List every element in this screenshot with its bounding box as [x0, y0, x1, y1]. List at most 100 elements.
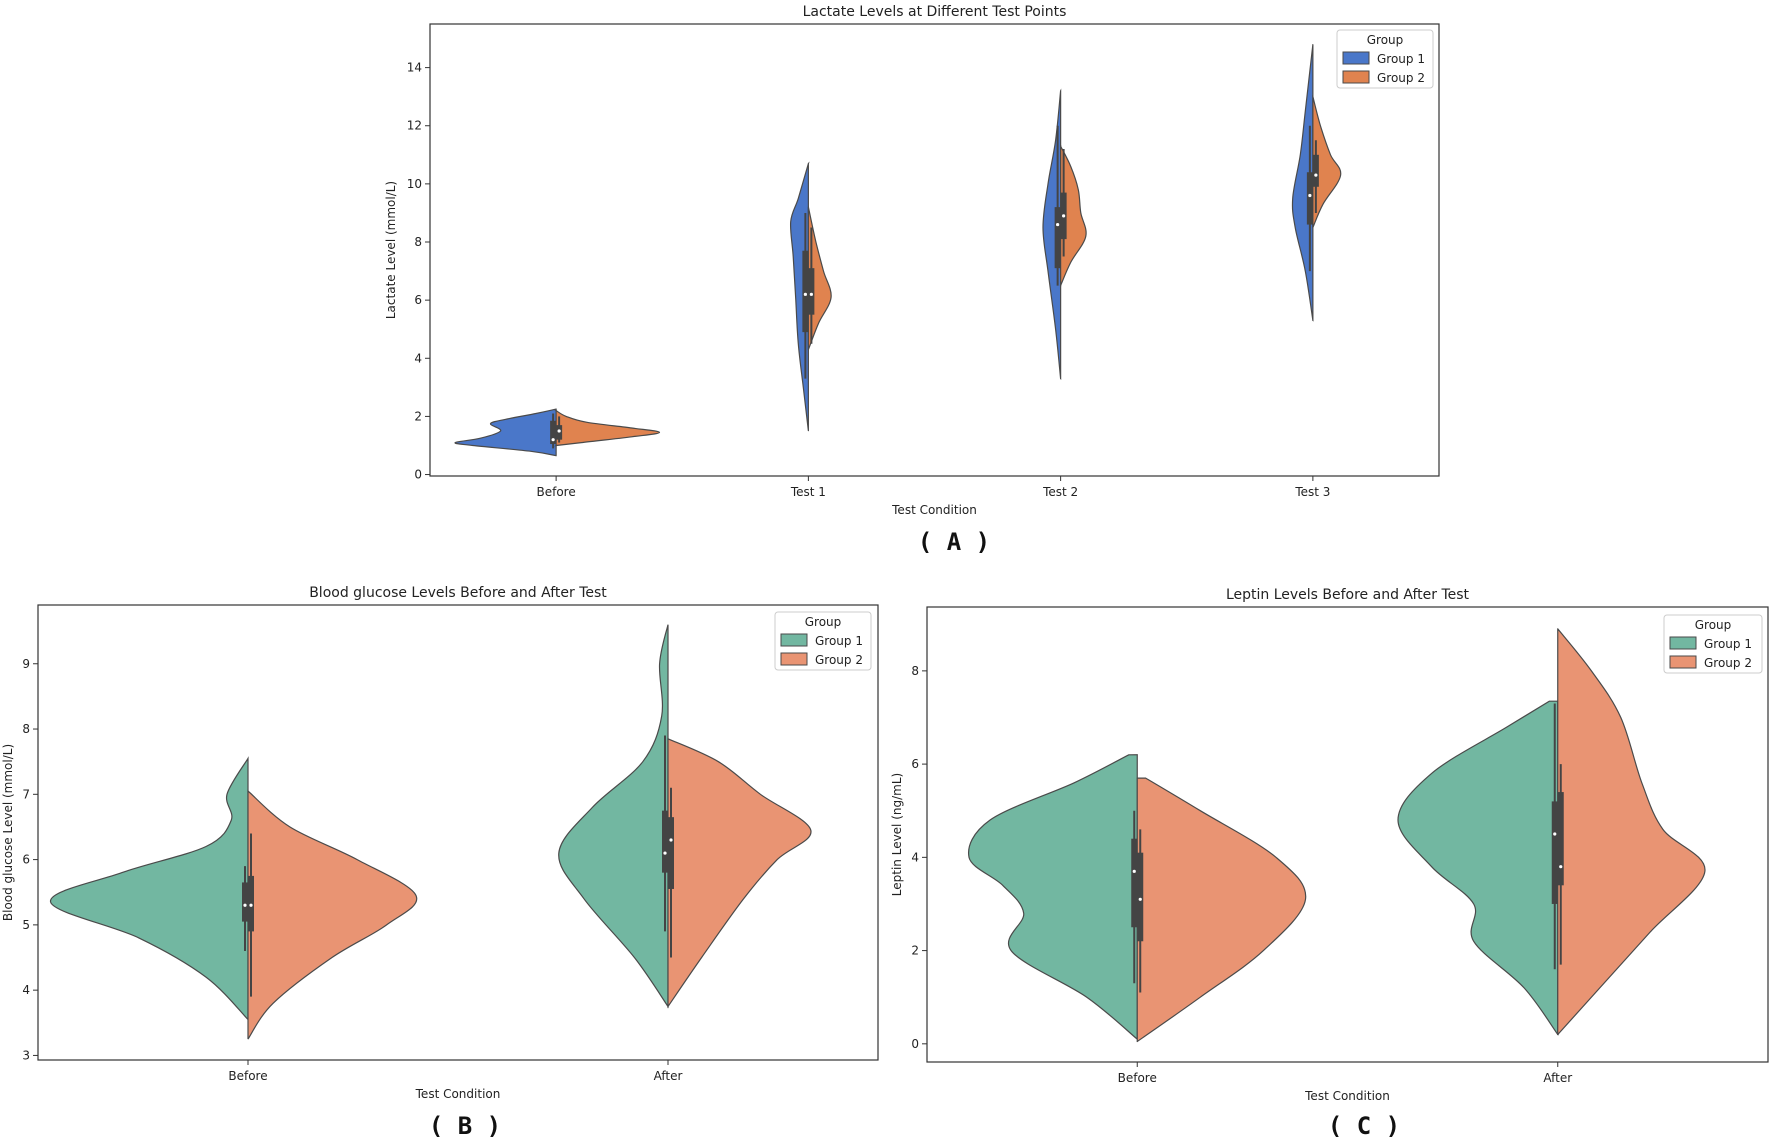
violin-group-1-before [454, 408, 557, 457]
y-tick-label: 8 [22, 722, 30, 736]
y-axis-label: Leptin Level (ng/mL) [890, 773, 904, 896]
iqr-box [1306, 172, 1313, 225]
median-marker [1056, 222, 1060, 227]
violin-group-2-before [247, 789, 418, 1040]
violin-group-2-before [1136, 777, 1307, 1043]
legend-title: Group [805, 615, 842, 629]
iqr-box [808, 268, 815, 315]
legend-title: Group [1695, 618, 1732, 632]
x-axis-label: Test Condition [415, 1087, 501, 1101]
violin-group-2-test-2 [1059, 145, 1087, 287]
legend-entry-label: Group 2 [815, 653, 863, 667]
median-marker [1138, 897, 1142, 901]
violin-group-2-before [554, 409, 661, 447]
x-axis-label: Test Condition [1304, 1089, 1390, 1103]
y-tick-label: 12 [407, 119, 422, 133]
violin-group-1-after [558, 624, 669, 1009]
median-marker [1314, 173, 1318, 177]
violin-group-1-test-3 [1291, 44, 1314, 322]
y-tick-label: 8 [911, 664, 919, 678]
chart-title: Blood glucose Levels Before and After Te… [309, 585, 607, 601]
plot-frame [926, 606, 1769, 1063]
iqr-box [1054, 207, 1061, 269]
iqr-box [1551, 801, 1558, 904]
median-marker [551, 438, 555, 442]
x-tick-label: Test 2 [1042, 485, 1078, 499]
y-tick-label: 14 [407, 61, 422, 75]
legend-entry-label: Group 1 [1377, 52, 1425, 66]
y-tick-label: 10 [407, 177, 422, 191]
legend-swatch [780, 633, 808, 647]
panel-label-c: ( C ) [1327, 1112, 1401, 1140]
y-axis-label: Lactate Level (mmol/L) [384, 181, 398, 319]
median-marker [1553, 832, 1557, 836]
chart-panel-3: 0 2 4 6 8 Before After Leptin Levels Before and… [890, 587, 1769, 1103]
iqr-box [1131, 838, 1138, 928]
violin-group-1-test-2 [1042, 88, 1062, 380]
iqr-box [248, 875, 254, 932]
median-marker [243, 903, 247, 907]
legend-entry-label: Group 2 [1377, 71, 1425, 85]
median-marker [1559, 865, 1563, 869]
y-axis-label: Blood glucose Level (mmol/L) [1, 744, 15, 921]
x-axis-label: Test Condition [891, 503, 977, 517]
y-tick-label: 5 [22, 918, 30, 932]
panel-label-a: ( A ) [917, 528, 991, 556]
legend-swatch [1669, 655, 1697, 669]
x-tick-label: Test 3 [1294, 485, 1330, 499]
violin-group-2-after [667, 737, 812, 1009]
legend-swatch [1669, 636, 1697, 650]
y-tick-label: 4 [22, 983, 30, 997]
x-tick-label: Test 1 [790, 485, 826, 499]
median-marker [557, 429, 561, 433]
median-marker [1308, 193, 1312, 198]
median-marker [1132, 869, 1136, 873]
chart-panel-2: 3 4 5 6 7 8 9 Before After Blood glucose Levels B… [1, 585, 879, 1101]
legend-title: Group [1367, 33, 1404, 47]
violin-group-2-after [1557, 628, 1706, 1036]
y-tick-label: 2 [911, 944, 919, 958]
chart-panel-1: 0 2 4 6 8 10 12 14 Before Test 1 Test 2 Test 3 Lacta… [384, 4, 1440, 517]
y-tick-label: 2 [414, 409, 422, 423]
y-tick-label: 4 [414, 351, 422, 365]
iqr-box [802, 250, 809, 333]
y-tick-label: 6 [22, 853, 30, 867]
iqr-box [662, 810, 668, 873]
y-tick-label: 8 [414, 235, 422, 249]
legend-swatch [780, 652, 808, 666]
plot-frame [429, 23, 1440, 477]
iqr-box [1312, 154, 1319, 187]
iqr-box [1137, 852, 1144, 942]
plot-frame [37, 604, 879, 1061]
violin-group-1-after [1397, 700, 1560, 1036]
y-tick-label: 6 [414, 293, 422, 307]
y-tick-label: 4 [911, 850, 919, 864]
violin-group-1-before [50, 756, 249, 1020]
y-tick-label: 0 [414, 468, 422, 482]
chart-title: Leptin Levels Before and After Test [1226, 587, 1470, 603]
violin-group-1-before [967, 754, 1138, 1040]
x-tick-label: Before [1118, 1071, 1157, 1085]
violin-group-2-test-3 [1312, 94, 1342, 229]
y-tick-label: 0 [911, 1037, 919, 1051]
violin-group-1-test-1 [789, 161, 810, 434]
legend-swatch [1342, 70, 1370, 84]
panel-label-b: ( B ) [428, 1112, 502, 1140]
x-tick-label: Before [228, 1069, 267, 1083]
median-marker [669, 838, 673, 842]
x-tick-label: Before [537, 485, 576, 499]
y-tick-label: 6 [911, 757, 919, 771]
legend-swatch [1342, 51, 1370, 65]
legend-entry-label: Group 1 [1704, 637, 1752, 651]
median-marker [249, 903, 253, 907]
y-tick-label: 3 [22, 1048, 30, 1062]
median-marker [803, 292, 807, 296]
legend-entry-label: Group 2 [1704, 656, 1752, 670]
median-marker [1062, 214, 1066, 218]
iqr-box [550, 420, 557, 445]
iqr-box [242, 882, 248, 922]
y-tick-label: 7 [22, 787, 30, 801]
x-tick-label: After [1543, 1071, 1572, 1085]
chart-title: Lactate Levels at Different Test Points [803, 4, 1067, 20]
